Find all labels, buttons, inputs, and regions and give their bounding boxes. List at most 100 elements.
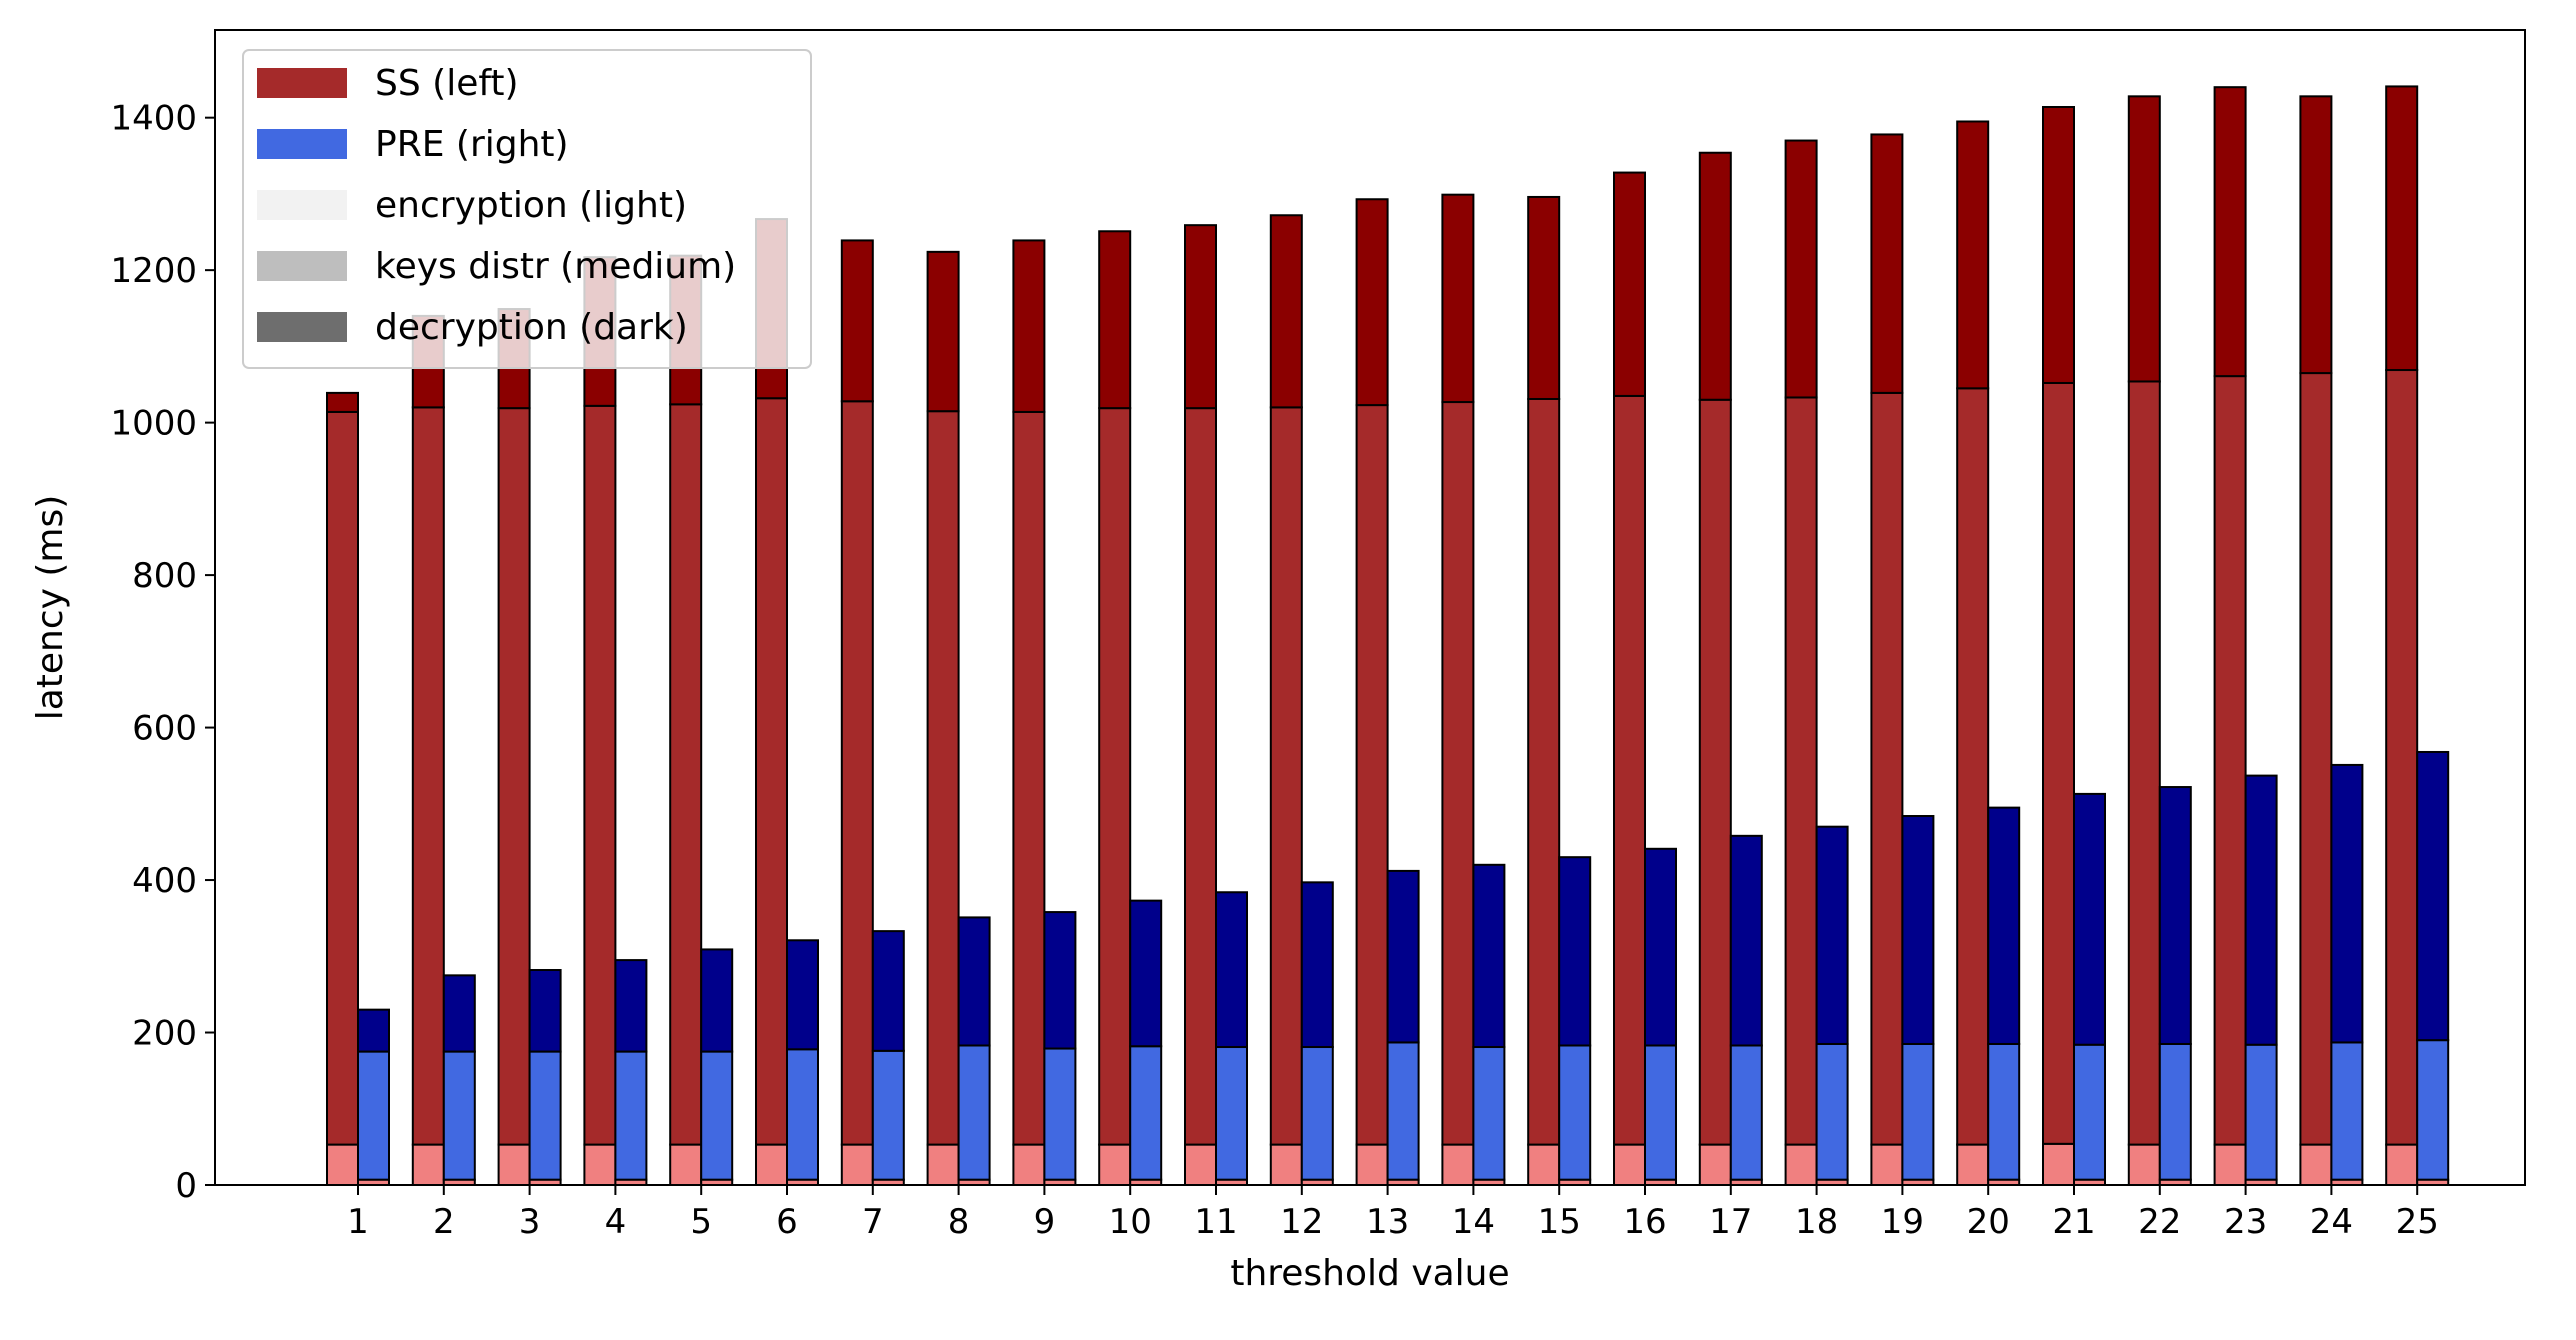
bar-pre-keys-distr-24 — [2330, 1041, 2364, 1181]
bar-ss-encryption-20 — [1956, 1143, 1990, 1187]
bar-ss-encryption-7 — [840, 1143, 874, 1187]
bar-pre-keys-distr-15 — [1558, 1044, 1592, 1181]
bar-ss-encryption-2 — [411, 1143, 445, 1187]
bar-ss-encryption-21 — [2042, 1142, 2075, 1186]
bar-ss-keys-distr-25 — [2385, 369, 2419, 1146]
x-tick-label-2: 2 — [433, 1202, 455, 1242]
bar-ss-keys-distr-21 — [2042, 381, 2075, 1145]
bar-ss-encryption-17 — [1698, 1143, 1732, 1187]
legend-box — [242, 49, 812, 369]
bar-pre-decryption-1 — [357, 1008, 390, 1053]
bar-pre-keys-distr-19 — [1901, 1042, 1935, 1181]
bar-pre-decryption-22 — [2158, 786, 2192, 1045]
bar-pre-keys-distr-8 — [957, 1044, 991, 1181]
bar-ss-encryption-6 — [755, 1143, 788, 1187]
bar-pre-decryption-16 — [1644, 847, 1677, 1047]
bar-ss-keys-distr-1 — [326, 410, 359, 1146]
bar-ss-encryption-12 — [1269, 1143, 1303, 1187]
bar-ss-decryption-13 — [1355, 198, 1389, 407]
bar-pre-keys-distr-4 — [614, 1050, 648, 1181]
bar-pre-keys-distr-7 — [871, 1049, 905, 1181]
x-tick-label-17: 17 — [1709, 1202, 1752, 1242]
bar-ss-encryption-14 — [1441, 1143, 1475, 1187]
y-tick-label-800: 800 — [132, 556, 197, 596]
bar-ss-encryption-23 — [2213, 1143, 2247, 1187]
bar-ss-decryption-8 — [926, 250, 960, 413]
y-tick-label-200: 200 — [132, 1014, 197, 1054]
bar-ss-encryption-22 — [2127, 1143, 2161, 1187]
bar-ss-keys-distr-8 — [926, 410, 960, 1146]
bar-ss-keys-distr-15 — [1527, 397, 1561, 1146]
x-tick-label-6: 6 — [776, 1202, 798, 1242]
bar-ss-keys-distr-23 — [2213, 375, 2247, 1146]
bar-pre-keys-distr-2 — [442, 1050, 476, 1181]
bar-ss-decryption-16 — [1613, 171, 1646, 397]
x-tick-label-9: 9 — [1034, 1202, 1056, 1242]
y-tick-label-0: 0 — [175, 1166, 197, 1206]
bar-ss-decryption-12 — [1269, 214, 1303, 409]
bar-ss-decryption-25 — [2385, 85, 2419, 372]
legend-label-3: keys distr (medium) — [375, 246, 736, 287]
legend-swatch-4 — [257, 312, 347, 342]
x-tick-label-20: 20 — [1967, 1202, 2010, 1242]
bar-ss-keys-distr-7 — [840, 400, 874, 1146]
x-tick-label-25: 25 — [2396, 1202, 2439, 1242]
bar-pre-decryption-15 — [1558, 856, 1592, 1047]
x-tick-label-18: 18 — [1795, 1202, 1838, 1242]
x-tick-label-24: 24 — [2310, 1202, 2353, 1242]
bar-pre-decryption-12 — [1300, 881, 1334, 1049]
bar-pre-keys-distr-16 — [1644, 1044, 1677, 1181]
bar-pre-decryption-21 — [2073, 792, 2106, 1046]
bar-ss-keys-distr-6 — [755, 397, 788, 1146]
bar-pre-decryption-10 — [1129, 899, 1163, 1048]
bar-ss-encryption-5 — [669, 1143, 703, 1187]
legend-label-4: decryption (dark) — [375, 307, 688, 348]
bar-pre-keys-distr-17 — [1729, 1044, 1763, 1181]
bar-pre-decryption-7 — [871, 930, 905, 1052]
bar-pre-keys-distr-3 — [528, 1050, 562, 1181]
y-tick-label-600: 600 — [132, 709, 197, 749]
bar-ss-decryption-20 — [1956, 120, 1990, 390]
bar-ss-keys-distr-3 — [497, 407, 531, 1146]
legend-label-0: SS (left) — [375, 63, 519, 104]
y-tick-label-1400: 1400 — [110, 99, 197, 139]
bar-ss-decryption-1 — [326, 391, 359, 413]
axes-layer: 1 2 3 4 5 6 7 8 9 10 11 12 13 14 15 16 17 18 19 20 21 22 23 24 2… — [110, 99, 2438, 1242]
bar-ss-encryption-15 — [1527, 1143, 1561, 1187]
bar-ss-encryption-9 — [1012, 1143, 1046, 1187]
bar-ss-encryption-3 — [497, 1143, 531, 1187]
bar-ss-encryption-10 — [1098, 1143, 1132, 1187]
x-tick-label-13: 13 — [1366, 1202, 1409, 1242]
x-tick-label-19: 19 — [1881, 1202, 1924, 1242]
bar-ss-keys-distr-22 — [2127, 380, 2161, 1146]
bar-pre-keys-distr-18 — [1815, 1042, 1849, 1181]
bar-ss-encryption-4 — [583, 1143, 617, 1187]
x-tick-label-15: 15 — [1538, 1202, 1581, 1242]
bar-pre-keys-distr-22 — [2158, 1042, 2192, 1181]
y-tick-label-400: 400 — [132, 861, 197, 901]
x-tick-label-16: 16 — [1623, 1202, 1666, 1242]
bar-ss-keys-distr-24 — [2299, 372, 2333, 1146]
bar-ss-decryption-17 — [1698, 151, 1732, 401]
bar-ss-encryption-25 — [2385, 1143, 2419, 1187]
bar-ss-keys-distr-4 — [583, 404, 617, 1146]
bar-ss-keys-distr-9 — [1012, 410, 1046, 1146]
x-tick-label-10: 10 — [1109, 1202, 1152, 1242]
legend-swatch-0 — [257, 68, 347, 98]
bar-ss-encryption-1 — [326, 1143, 359, 1187]
x-tick-label-5: 5 — [690, 1202, 712, 1242]
x-tick-label-22: 22 — [2138, 1202, 2181, 1242]
bar-pre-decryption-20 — [1987, 806, 2021, 1045]
bar-ss-keys-distr-16 — [1613, 394, 1646, 1146]
bar-ss-keys-distr-5 — [669, 403, 703, 1146]
x-tick-label-21: 21 — [2052, 1202, 2095, 1242]
bar-pre-decryption-9 — [1043, 911, 1077, 1050]
bar-ss-decryption-9 — [1012, 239, 1046, 413]
bar-ss-encryption-24 — [2299, 1143, 2333, 1187]
x-tick-label-4: 4 — [605, 1202, 627, 1242]
bar-ss-encryption-11 — [1184, 1143, 1217, 1187]
bar-pre-decryption-5 — [700, 948, 734, 1053]
bar-ss-keys-distr-2 — [411, 406, 445, 1146]
bar-pre-keys-distr-5 — [700, 1050, 734, 1181]
bar-ss-decryption-21 — [2042, 106, 2075, 384]
